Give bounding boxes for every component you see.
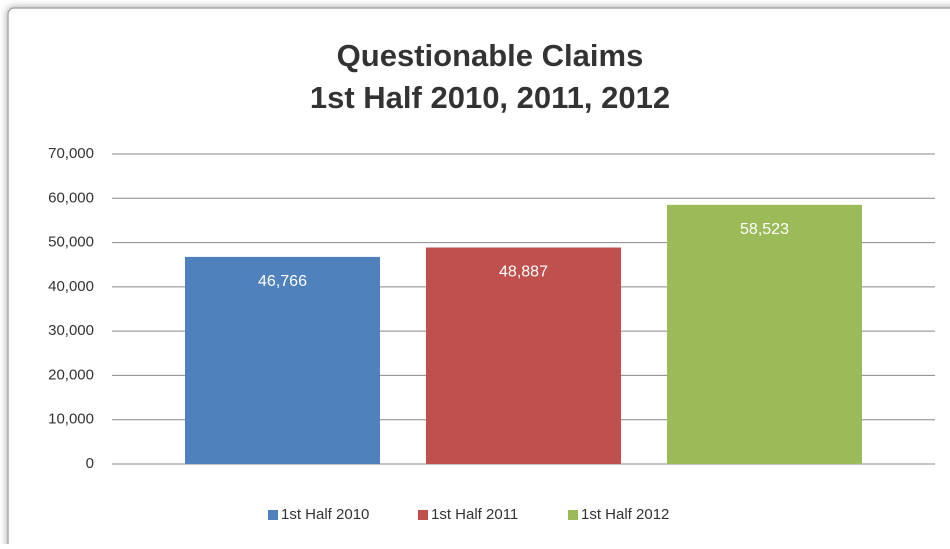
y-tick-label: 20,000 [48, 366, 94, 383]
legend-swatch [268, 510, 278, 520]
legend-swatch [418, 510, 428, 520]
y-tick-label: 40,000 [48, 278, 94, 295]
data-label: 58,523 [740, 221, 789, 238]
bar [426, 247, 621, 464]
y-tick-label: 10,000 [48, 411, 94, 428]
y-tick-label: 0 [86, 455, 94, 472]
legend-label: 1st Half 2010 [281, 506, 369, 523]
bar [667, 204, 862, 464]
data-label: 46,766 [258, 273, 307, 290]
legend-label: 1st Half 2011 [431, 506, 518, 523]
legend-label: 1st Half 2012 [581, 506, 669, 523]
y-tick-label: 70,000 [48, 145, 94, 162]
data-label: 48,887 [499, 264, 548, 281]
legend-swatch [568, 510, 578, 520]
bar [185, 256, 380, 464]
chart-title: Questionable Claims [337, 38, 644, 73]
chart-subtitle: 1st Half 2010, 2011, 2012 [310, 80, 670, 115]
y-tick-label: 30,000 [48, 322, 94, 339]
y-tick-label: 50,000 [48, 234, 94, 251]
y-tick-label: 60,000 [48, 189, 94, 206]
